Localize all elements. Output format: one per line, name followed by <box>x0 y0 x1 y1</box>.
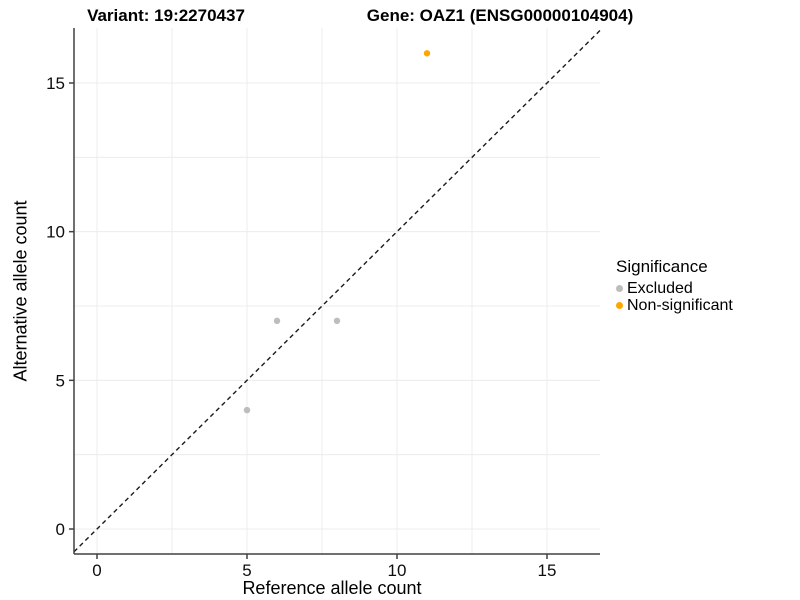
x-axis-title: Reference allele count <box>242 578 422 598</box>
data-point-excluded <box>333 317 341 325</box>
identity-reference-line <box>73 29 601 553</box>
x-tick-label: 5 <box>242 561 251 580</box>
y-axis-title: Alternative allele count <box>10 200 31 382</box>
data-point-excluded <box>273 317 281 325</box>
excluded-swatch-icon <box>616 285 623 292</box>
data-point-excluded <box>243 406 251 414</box>
legend-title: Significance <box>616 257 708 276</box>
non-significant-swatch-icon <box>616 302 623 309</box>
legend-item-non-significant: Non-significant <box>616 297 733 314</box>
gene-title: Gene: OAZ1 (ENSG00000104904) <box>366 6 634 25</box>
x-tick-label: 10 <box>388 561 407 580</box>
data-point-non-significant <box>423 50 431 57</box>
x-tick-label: 0 <box>92 561 101 580</box>
variant-title: Variant: 19:2270437 <box>87 6 245 25</box>
legend-item-label: Excluded <box>627 280 693 297</box>
legend: Significance Excluded Non-significant <box>616 257 733 314</box>
legend-item-label: Non-significant <box>627 297 733 314</box>
legend-item-excluded: Excluded <box>616 280 733 297</box>
x-tick-label: 15 <box>538 561 557 580</box>
y-tick-label: 15 <box>46 74 65 93</box>
y-tick-label: 0 <box>56 520 65 539</box>
y-tick-label: 10 <box>46 223 65 242</box>
y-tick-label: 5 <box>56 371 65 390</box>
